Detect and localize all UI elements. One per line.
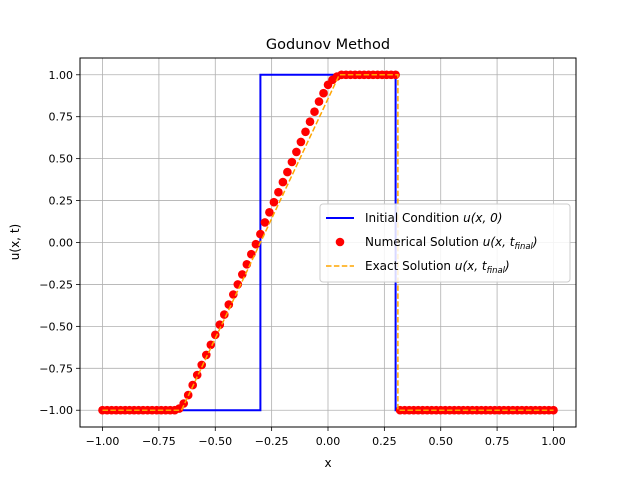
x-tick-label: −1.00 (86, 435, 120, 448)
numerical-point (197, 360, 206, 370)
numerical-point (211, 330, 220, 340)
legend-entry-label: Exact Solution u(x, tfinal) (365, 259, 510, 276)
legend: Initial Condition u(x, 0) Numerical Solut… (319, 203, 571, 283)
numerical-point (296, 137, 306, 147)
y-tick-label: 0.25 (49, 195, 74, 208)
legend-box (319, 203, 571, 283)
plot-area (98, 70, 558, 415)
numerical-point (283, 167, 292, 177)
numerical-point (310, 107, 319, 116)
legend-entry-subscript: final (487, 266, 506, 276)
numerical-point (220, 310, 229, 319)
legend-entry-text: Numerical Solution (365, 235, 483, 249)
x-tick-label: −0.50 (198, 435, 232, 448)
numerical-point (301, 127, 310, 137)
numerical-point (278, 177, 288, 187)
x-axis-ticks: −1.00 −0.75 −0.50 −0.25 0.00 0.25 0.50 0.75 1.00 (86, 427, 566, 448)
y-tick-label: −0.50 (39, 320, 73, 333)
numerical-point (251, 239, 261, 249)
y-tick-label: −0.25 (39, 278, 73, 291)
numerical-point (305, 117, 315, 126)
legend-entry-label: Numerical Solution u(x, tfinal) (365, 235, 538, 252)
legend-entry-close: ) (504, 259, 510, 273)
numerical-point (247, 249, 256, 259)
y-axis-ticks: −1.00 −0.75 −0.50 −0.25 0.00 0.25 0.50 0.75 1.00 (39, 69, 80, 417)
legend-entry-text: Exact Solution (365, 259, 455, 273)
legend-entry-math: u(x, t (483, 235, 516, 249)
x-tick-label: −0.75 (142, 435, 176, 448)
x-tick-label: 0.75 (485, 435, 510, 448)
legend-entry-math: u(x, t (455, 259, 488, 273)
x-tick-label: 1.00 (541, 435, 566, 448)
numerical-point (229, 290, 238, 299)
numerical-point (292, 147, 301, 157)
exact-solution-series (102, 74, 554, 411)
y-axis-label: u(x, t) (8, 224, 22, 260)
numerical-point (274, 187, 283, 197)
x-tick-label: 0.50 (428, 435, 453, 448)
chart-title: Godunov Method (266, 37, 390, 53)
numerical-point (260, 218, 270, 227)
y-tick-label: 1.00 (49, 69, 74, 82)
legend-entry-close: ) (532, 235, 538, 249)
numerical-point (269, 197, 279, 207)
x-axis-label: x (324, 456, 331, 470)
y-tick-label: 0.00 (49, 237, 74, 250)
legend-swatch-numerical (335, 237, 345, 247)
numerical-point (265, 208, 274, 217)
numerical-point (238, 270, 247, 279)
numerical-point (319, 88, 328, 98)
exact-solution-line (102, 74, 554, 411)
numerical-point (287, 157, 297, 167)
x-tick-label: 0.25 (372, 435, 397, 448)
x-tick-label: −0.25 (255, 435, 289, 448)
y-tick-label: 0.75 (49, 111, 74, 124)
numerical-solution-series (98, 70, 558, 415)
legend-entry-text: Initial Condition (365, 211, 463, 225)
x-tick-label: 0.00 (316, 435, 341, 448)
numerical-point (314, 97, 324, 106)
y-tick-label: −0.75 (39, 362, 73, 375)
legend-entry-math: u(x, 0) (463, 211, 502, 225)
legend-entry-subscript: final (514, 242, 533, 252)
y-tick-label: 0.50 (49, 153, 74, 166)
y-tick-label: −1.00 (39, 404, 73, 417)
legend-entry-label: Initial Condition u(x, 0) (365, 211, 502, 225)
